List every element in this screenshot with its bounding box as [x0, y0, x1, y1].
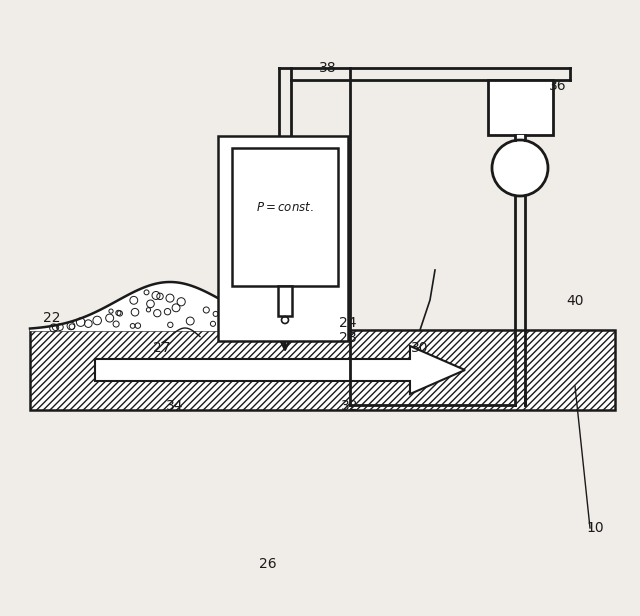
Text: 36: 36: [549, 79, 567, 93]
FancyArrow shape: [95, 346, 465, 394]
Bar: [30, 330, 615, 410]
Bar: [30, 330, 615, 410]
Text: 34: 34: [166, 399, 184, 413]
Text: 10: 10: [586, 521, 604, 535]
Text: 27: 27: [153, 341, 171, 355]
Bar: [515, 135, 525, 140]
Bar: [488, 80, 552, 135]
Text: 38: 38: [319, 61, 337, 75]
Text: 30: 30: [412, 341, 429, 355]
Text: 28: 28: [339, 331, 357, 345]
Text: 40: 40: [566, 294, 584, 308]
Text: 24: 24: [339, 316, 356, 330]
Bar: [278, 286, 292, 316]
Bar: [232, 148, 338, 286]
Text: 32: 32: [341, 399, 359, 413]
Text: $P=const.$: $P=const.$: [256, 200, 314, 214]
Bar: [218, 136, 348, 341]
Text: 22: 22: [44, 311, 61, 325]
Circle shape: [492, 140, 548, 196]
Text: 26: 26: [259, 557, 277, 571]
